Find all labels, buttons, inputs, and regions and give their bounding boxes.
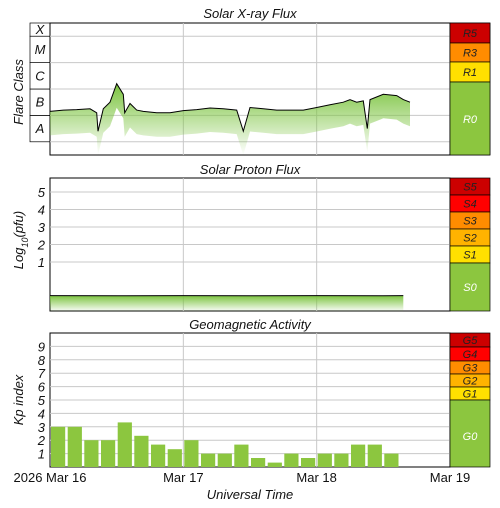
kp-bar (184, 440, 199, 467)
proton-scale-label: S1 (463, 250, 476, 262)
proton-scale-label: S3 (463, 216, 477, 228)
geomag-y-tick: 5 (38, 393, 46, 408)
xray-flux-line (49, 82, 411, 133)
geomag-y-tick: 1 (38, 447, 45, 462)
geomag-ylabel: Kp index (11, 374, 26, 425)
proton-grid (50, 178, 450, 311)
kp-bar (367, 444, 382, 467)
kp-bar (167, 449, 182, 467)
geomag-scale-label: G4 (463, 349, 478, 361)
geomag-y-tick: 8 (38, 353, 46, 368)
proton-flux-fill (50, 295, 404, 312)
kp-bar (384, 453, 399, 467)
proton-y-ticks: 1 2 3 4 5 (37, 185, 46, 270)
geomag-scale-g0 (449, 399, 491, 468)
xray-flux-fill (50, 83, 410, 156)
kp-bar (201, 453, 216, 467)
xray-scale-label: R0 (463, 114, 478, 126)
proton-series (49, 295, 404, 312)
flare-class-label: X (35, 22, 46, 37)
geomag-title: Geomagnetic Activity (189, 317, 312, 332)
flare-class-label: M (35, 42, 46, 57)
kp-bar (101, 440, 116, 467)
geomag-y-tick: 2 (37, 433, 46, 448)
proton-scale-label: S4 (463, 199, 476, 211)
geomag-y-tick: 3 (38, 420, 46, 435)
geomag-scale-label: G5 (463, 335, 479, 347)
proton-ylabel-sub: 10 (20, 238, 30, 248)
proton-y-tick: 5 (38, 185, 46, 200)
xray-scale-bar: R5 R3 R1 R0 (449, 22, 491, 156)
kp-bar (51, 426, 66, 467)
geomag-y-tick: 7 (38, 366, 46, 381)
xray-scale-label: R3 (463, 48, 478, 60)
geomag-grid (50, 333, 450, 467)
kp-bar (351, 444, 366, 467)
kp-bar (84, 440, 99, 467)
proton-ylabel-unit: (pfu) (11, 211, 26, 238)
x-tick-label: Mar 18 (296, 470, 336, 485)
x-axis-ticks: 2026 Mar 16 Mar 17 Mar 18 Mar 19 (14, 470, 471, 485)
xray-scale-label: R5 (463, 28, 478, 40)
kp-bar (217, 453, 232, 467)
kp-bar (117, 422, 132, 467)
x-tick-label: Mar 19 (430, 470, 470, 485)
geomag-scale-label: G0 (463, 431, 479, 443)
xray-scale-label: R1 (463, 67, 477, 79)
x-axis-label: Universal Time (207, 487, 294, 502)
proton-y-tick: 2 (37, 238, 46, 253)
geomag-y-tick: 9 (38, 339, 45, 354)
kp-bar (284, 453, 299, 467)
proton-y-tick: 3 (38, 220, 46, 235)
proton-scale-label: S0 (463, 282, 477, 294)
kp-bar (267, 462, 282, 467)
xray-title: Solar X-ray Flux (203, 6, 297, 21)
proton-scale-s0 (449, 262, 491, 312)
kp-bar (234, 444, 249, 467)
geomag-scale-label: G2 (463, 376, 478, 388)
geomag-bars (51, 422, 399, 467)
xray-scale-r0 (449, 81, 491, 156)
xray-series (49, 82, 411, 156)
geomag-scale-label: G1 (463, 389, 478, 401)
kp-bar (251, 458, 266, 467)
kp-bar (317, 453, 332, 467)
proton-y-tick: 1 (38, 255, 45, 270)
kp-bar (334, 453, 349, 467)
flare-class-label: A (35, 121, 45, 136)
proton-scale-bar: S5 S4 S3 S2 S1 S0 (449, 177, 491, 312)
proton-ylabel: Log10(pfu) (11, 211, 30, 269)
kp-bar (134, 435, 149, 467)
x-tick-label: Mar 17 (163, 470, 203, 485)
proton-scale-label: S5 (463, 182, 477, 194)
flare-class-label: B (36, 95, 45, 110)
x-tick-label: 2026 Mar 16 (14, 470, 87, 485)
geomag-scale-label: G3 (463, 363, 479, 375)
proton-y-tick: 4 (38, 203, 45, 218)
kp-bar (67, 426, 82, 467)
geomag-y-tick: 4 (38, 406, 45, 421)
flare-class-label: C (35, 68, 45, 83)
proton-ylabel-base: Log (11, 247, 26, 269)
kp-bar (151, 444, 166, 467)
proton-title: Solar Proton Flux (200, 162, 301, 177)
xray-ylabel: Flare Class (11, 59, 26, 125)
kp-bar (301, 458, 316, 467)
proton-scale-label: S2 (463, 233, 476, 245)
geomag-y-tick: 6 (38, 380, 46, 395)
geomag-panel: Geomagnetic Activity Kp index 123456789 … (11, 317, 491, 468)
